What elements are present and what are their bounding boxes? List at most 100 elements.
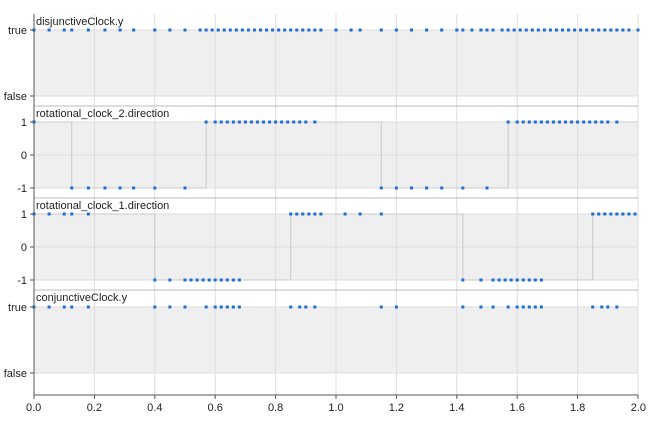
data-point (394, 28, 398, 32)
panel-label: disjunctiveClock.y (36, 16, 124, 28)
data-point (252, 28, 256, 32)
data-point (533, 120, 537, 124)
data-point (86, 28, 90, 32)
data-point (539, 278, 543, 282)
data-point (289, 28, 293, 32)
data-point (295, 212, 299, 216)
data-point (603, 28, 607, 32)
data-point (62, 212, 66, 216)
data-point (521, 278, 525, 282)
data-point (153, 28, 157, 32)
data-point (579, 28, 583, 32)
y-tick-label: 1 (21, 117, 27, 129)
data-point (132, 186, 136, 190)
data-point (585, 28, 589, 32)
x-tick-label: 1.0 (328, 402, 343, 414)
data-point (153, 186, 157, 190)
data-point (313, 28, 317, 32)
data-point (561, 28, 564, 32)
data-point (183, 278, 187, 282)
data-point (201, 278, 205, 282)
data-point (564, 120, 568, 124)
x-tick-label: 1.6 (510, 402, 525, 414)
data-point (491, 305, 495, 309)
data-point (455, 28, 459, 32)
data-point (615, 212, 619, 216)
y-tick-label: true (8, 302, 27, 314)
data-point (70, 186, 74, 190)
data-point (627, 28, 631, 32)
data-point (47, 212, 51, 216)
data-point (249, 120, 253, 124)
data-point (103, 186, 107, 190)
data-point (231, 278, 235, 282)
data-point (521, 305, 525, 309)
data-point (425, 186, 429, 190)
data-point (500, 28, 504, 32)
data-point (545, 120, 549, 124)
data-point (271, 28, 275, 32)
data-point (198, 28, 202, 32)
data-point (237, 278, 241, 282)
data-point (440, 28, 444, 32)
data-point (47, 28, 51, 32)
data-point (554, 28, 558, 32)
data-point (573, 28, 577, 32)
data-point (576, 120, 580, 124)
y-tick-label: true (8, 25, 27, 37)
data-point (207, 278, 211, 282)
data-point (461, 305, 465, 309)
data-point (503, 278, 507, 282)
data-point (533, 305, 537, 309)
data-point (527, 120, 531, 124)
data-point (234, 28, 238, 32)
x-tick-label: 1.4 (449, 402, 464, 414)
data-point (591, 305, 595, 309)
data-point (313, 305, 317, 309)
data-point (597, 28, 601, 32)
data-point (86, 212, 90, 216)
data-point (292, 120, 296, 124)
data-point (283, 28, 287, 32)
data-point (509, 278, 513, 282)
data-point (485, 186, 489, 190)
data-point (557, 120, 561, 124)
data-point (225, 278, 229, 282)
data-point (213, 278, 217, 282)
data-point (265, 28, 269, 32)
data-point (47, 305, 51, 309)
data-point (588, 120, 592, 124)
data-point (548, 28, 552, 32)
data-point (216, 28, 220, 32)
data-point (262, 120, 266, 124)
data-point (542, 28, 546, 32)
data-point (286, 120, 290, 124)
data-point (479, 278, 483, 282)
data-point (231, 305, 235, 309)
data-point (491, 278, 495, 282)
data-point (627, 212, 631, 216)
data-point (410, 186, 413, 190)
panel-label: conjunctiveClock.y (36, 292, 128, 304)
data-point (301, 28, 305, 32)
data-point (597, 212, 601, 216)
data-point (204, 28, 208, 32)
data-point (168, 28, 172, 32)
y-tick-label: false (4, 91, 27, 103)
data-point (358, 212, 362, 216)
data-point (213, 120, 217, 124)
data-point (594, 120, 598, 124)
data-point (231, 120, 235, 124)
data-point (479, 28, 483, 32)
data-point (153, 278, 157, 282)
data-point (222, 28, 226, 32)
data-point (485, 28, 489, 32)
data-point (461, 278, 465, 282)
data-point (536, 28, 540, 32)
data-point (204, 120, 208, 124)
data-point (461, 28, 465, 32)
data-point (615, 120, 619, 124)
data-point (274, 120, 278, 124)
data-point (479, 305, 483, 309)
